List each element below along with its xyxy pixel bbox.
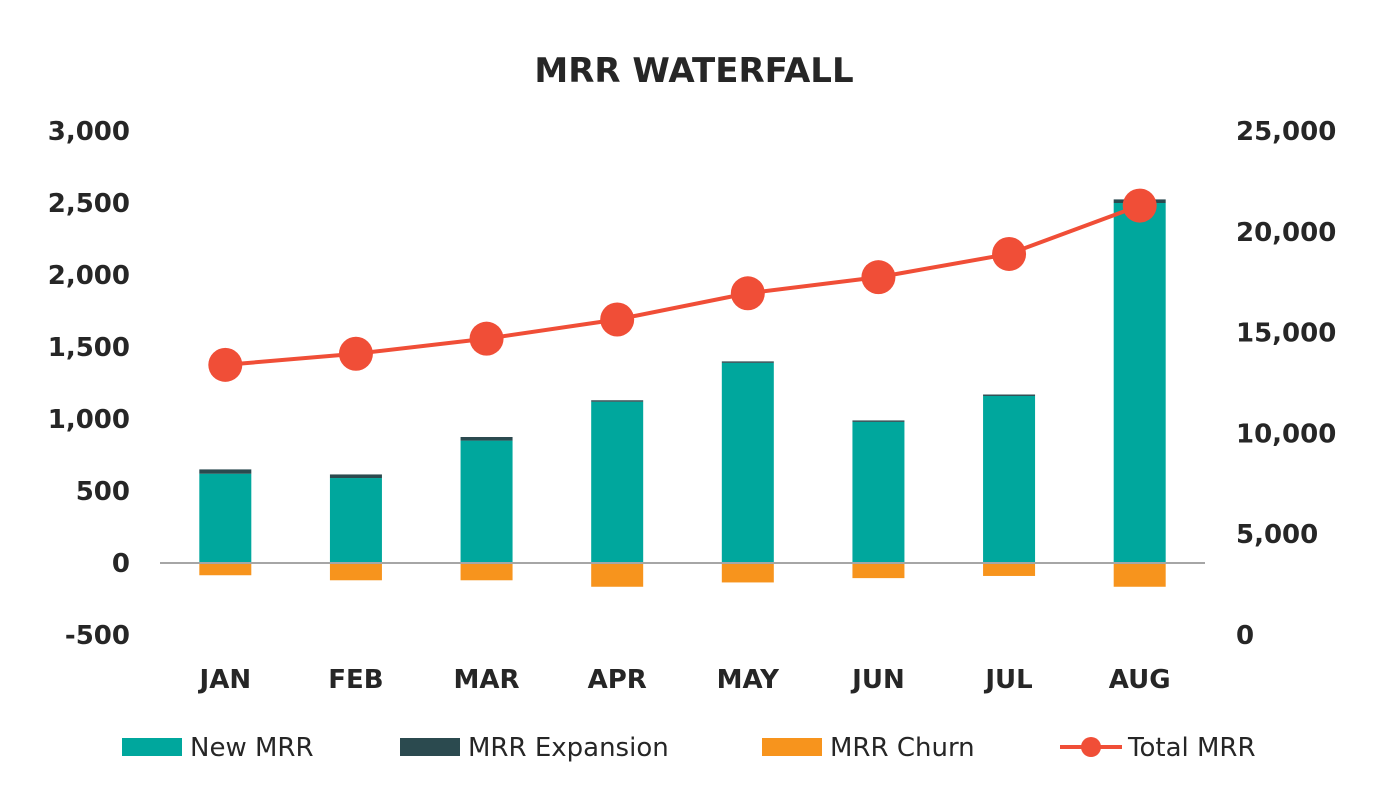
bar-mrr-expansion bbox=[460, 437, 513, 441]
right-axis-ticks: 25,000 20,000 15,000 10,000 5,000 0 bbox=[1236, 117, 1336, 651]
total-mrr-point bbox=[730, 276, 765, 311]
legend-label: MRR Churn bbox=[830, 733, 975, 763]
bar-mrr-expansion bbox=[852, 420, 905, 422]
bar-mrr-expansion bbox=[591, 400, 644, 402]
legend-swatch bbox=[400, 738, 460, 756]
category-label: JUN bbox=[850, 665, 905, 695]
bar-new-mrr bbox=[852, 421, 905, 563]
chart-title: MRR WATERFALL bbox=[534, 51, 853, 91]
left-tick-label: 3,000 bbox=[48, 117, 130, 147]
bar-new-mrr bbox=[1113, 203, 1166, 563]
bar-new-mrr bbox=[983, 395, 1036, 563]
left-tick-label: -500 bbox=[65, 621, 130, 651]
right-tick-label: 25,000 bbox=[1236, 117, 1336, 147]
total-mrr-line-layer bbox=[208, 188, 1157, 382]
bar-mrr-expansion bbox=[329, 474, 382, 479]
left-axis-ticks: 3,000 2,500 2,000 1,500 1,000 500 0 -500 bbox=[48, 117, 130, 651]
bar-mrr-churn bbox=[591, 563, 644, 587]
bar-new-mrr bbox=[591, 401, 644, 563]
legend-marker bbox=[1081, 737, 1101, 757]
bar-mrr-churn bbox=[983, 563, 1036, 576]
legend: New MRR MRR Expansion MRR Churn Total MRR bbox=[122, 733, 1256, 763]
total-mrr-point bbox=[1122, 188, 1157, 223]
bar-new-mrr bbox=[460, 440, 513, 563]
total-mrr-line bbox=[225, 203, 1141, 367]
bar-mrr-churn bbox=[1113, 563, 1166, 587]
total-mrr-point bbox=[861, 260, 896, 295]
left-tick-label: 1,000 bbox=[48, 405, 130, 435]
bar-mrr-churn bbox=[199, 563, 252, 576]
bars-layer bbox=[199, 199, 1166, 587]
legend-swatch bbox=[762, 738, 822, 756]
bar-mrr-expansion bbox=[983, 394, 1036, 396]
bar-mrr-expansion bbox=[721, 361, 774, 363]
legend-item: MRR Expansion bbox=[400, 733, 669, 763]
right-tick-label: 10,000 bbox=[1236, 419, 1336, 449]
legend-label: New MRR bbox=[190, 733, 314, 763]
bar-new-mrr bbox=[329, 478, 382, 563]
total-mrr-point bbox=[208, 347, 243, 382]
bar-mrr-expansion bbox=[199, 469, 252, 474]
category-label: JAN bbox=[198, 665, 252, 695]
category-label: AUG bbox=[1109, 665, 1171, 695]
right-tick-label: 5,000 bbox=[1236, 520, 1318, 550]
right-tick-label: 15,000 bbox=[1236, 319, 1336, 349]
bar-mrr-churn bbox=[460, 563, 513, 581]
bar-new-mrr bbox=[721, 362, 774, 563]
category-label: MAR bbox=[454, 665, 520, 695]
bar-new-mrr bbox=[199, 473, 252, 563]
right-tick-label: 20,000 bbox=[1236, 218, 1336, 248]
left-tick-label: 500 bbox=[76, 477, 130, 507]
bar-mrr-churn bbox=[329, 563, 382, 581]
legend-item: Total MRR bbox=[1060, 733, 1256, 763]
total-mrr-point bbox=[469, 321, 504, 356]
bar-mrr-churn bbox=[721, 563, 774, 583]
legend-label: Total MRR bbox=[1127, 733, 1256, 763]
right-tick-label: 0 bbox=[1236, 621, 1254, 651]
legend-label: MRR Expansion bbox=[468, 733, 669, 763]
total-mrr-point bbox=[992, 236, 1027, 271]
left-tick-label: 2,000 bbox=[48, 261, 130, 291]
category-label: FEB bbox=[328, 665, 383, 695]
legend-swatch bbox=[122, 738, 182, 756]
total-mrr-point bbox=[338, 336, 373, 371]
legend-item: MRR Churn bbox=[762, 733, 975, 763]
left-tick-label: 0 bbox=[112, 549, 130, 579]
category-label: MAY bbox=[717, 665, 781, 695]
category-labels: JAN FEB MAR APR MAY JUN JUL AUG bbox=[198, 665, 1171, 695]
category-label: JUL bbox=[983, 665, 1032, 695]
total-mrr-point bbox=[600, 302, 635, 337]
category-label: APR bbox=[588, 665, 647, 695]
legend-item: New MRR bbox=[122, 733, 314, 763]
bar-mrr-churn bbox=[852, 563, 905, 579]
left-tick-label: 1,500 bbox=[48, 333, 130, 363]
left-tick-label: 2,500 bbox=[48, 189, 130, 219]
